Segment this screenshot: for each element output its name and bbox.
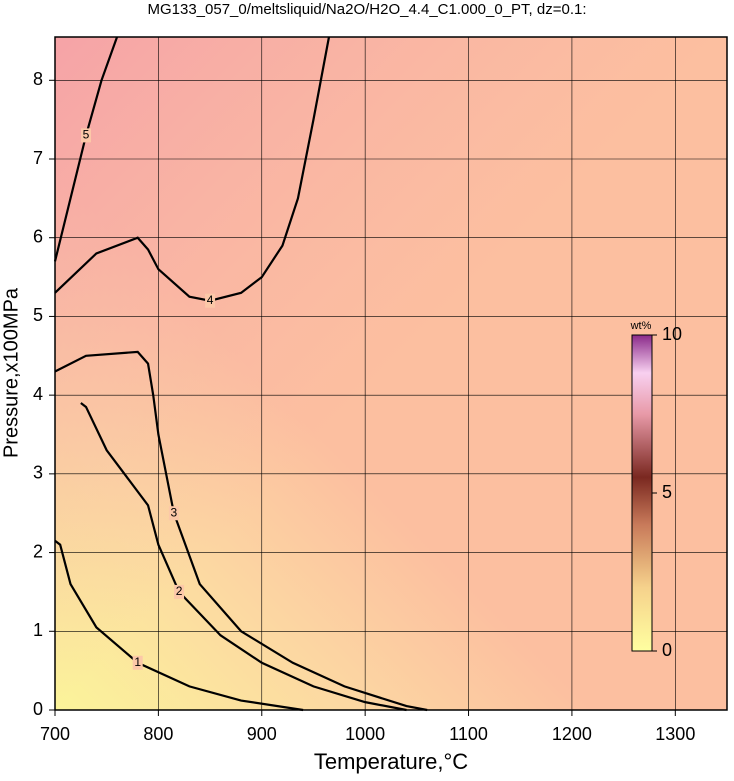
y-axis-label: Pressure,x100MPa	[0, 287, 22, 458]
y-tick-label: 6	[33, 226, 43, 246]
y-tick-label: 7	[33, 148, 43, 168]
plot-bg-overlay	[55, 37, 727, 710]
y-tick-label: 8	[33, 69, 43, 89]
contour-label: 3	[171, 505, 178, 519]
contour-label-bg	[81, 128, 92, 143]
y-tick-label: 0	[33, 699, 43, 719]
x-axis-label: Temperature,°C	[314, 749, 468, 774]
x-tick-label: 1100	[449, 724, 488, 744]
colorbar-label: wt%	[630, 320, 652, 332]
colorbar-tick-label: 10	[662, 324, 682, 344]
contour-label: 5	[83, 128, 90, 142]
x-tick-label: 1300	[655, 724, 695, 744]
colorbar-tick-label: 5	[662, 482, 672, 502]
y-tick-label: 3	[33, 463, 43, 483]
plot-frame	[54, 36, 728, 711]
contour-label: 2	[176, 584, 183, 598]
contour-label-bg	[205, 293, 216, 308]
x-tick-label: 800	[143, 724, 173, 744]
x-tick-label: 1200	[552, 724, 592, 744]
x-tick-label: 700	[40, 724, 70, 744]
colorbar-tick-label: 0	[662, 640, 672, 660]
x-tick-label: 1000	[345, 724, 385, 744]
contour-label: 4	[207, 293, 214, 307]
colorbar	[631, 334, 653, 652]
contour-label: 1	[134, 655, 141, 669]
chart-title: MG133_057_0/meltsliquid/Na2O/H2O_4.4_C1.…	[147, 1, 586, 18]
y-tick-label: 2	[33, 541, 43, 561]
contour-label-bg	[168, 506, 179, 521]
contour-label-bg	[132, 655, 143, 670]
y-tick-label: 5	[33, 305, 43, 325]
contour-label-bg	[174, 584, 185, 599]
contour-line	[54, 539, 304, 712]
x-tick-label: 900	[247, 724, 277, 744]
y-tick-label: 1	[33, 620, 43, 640]
y-tick-label: 4	[33, 384, 43, 404]
